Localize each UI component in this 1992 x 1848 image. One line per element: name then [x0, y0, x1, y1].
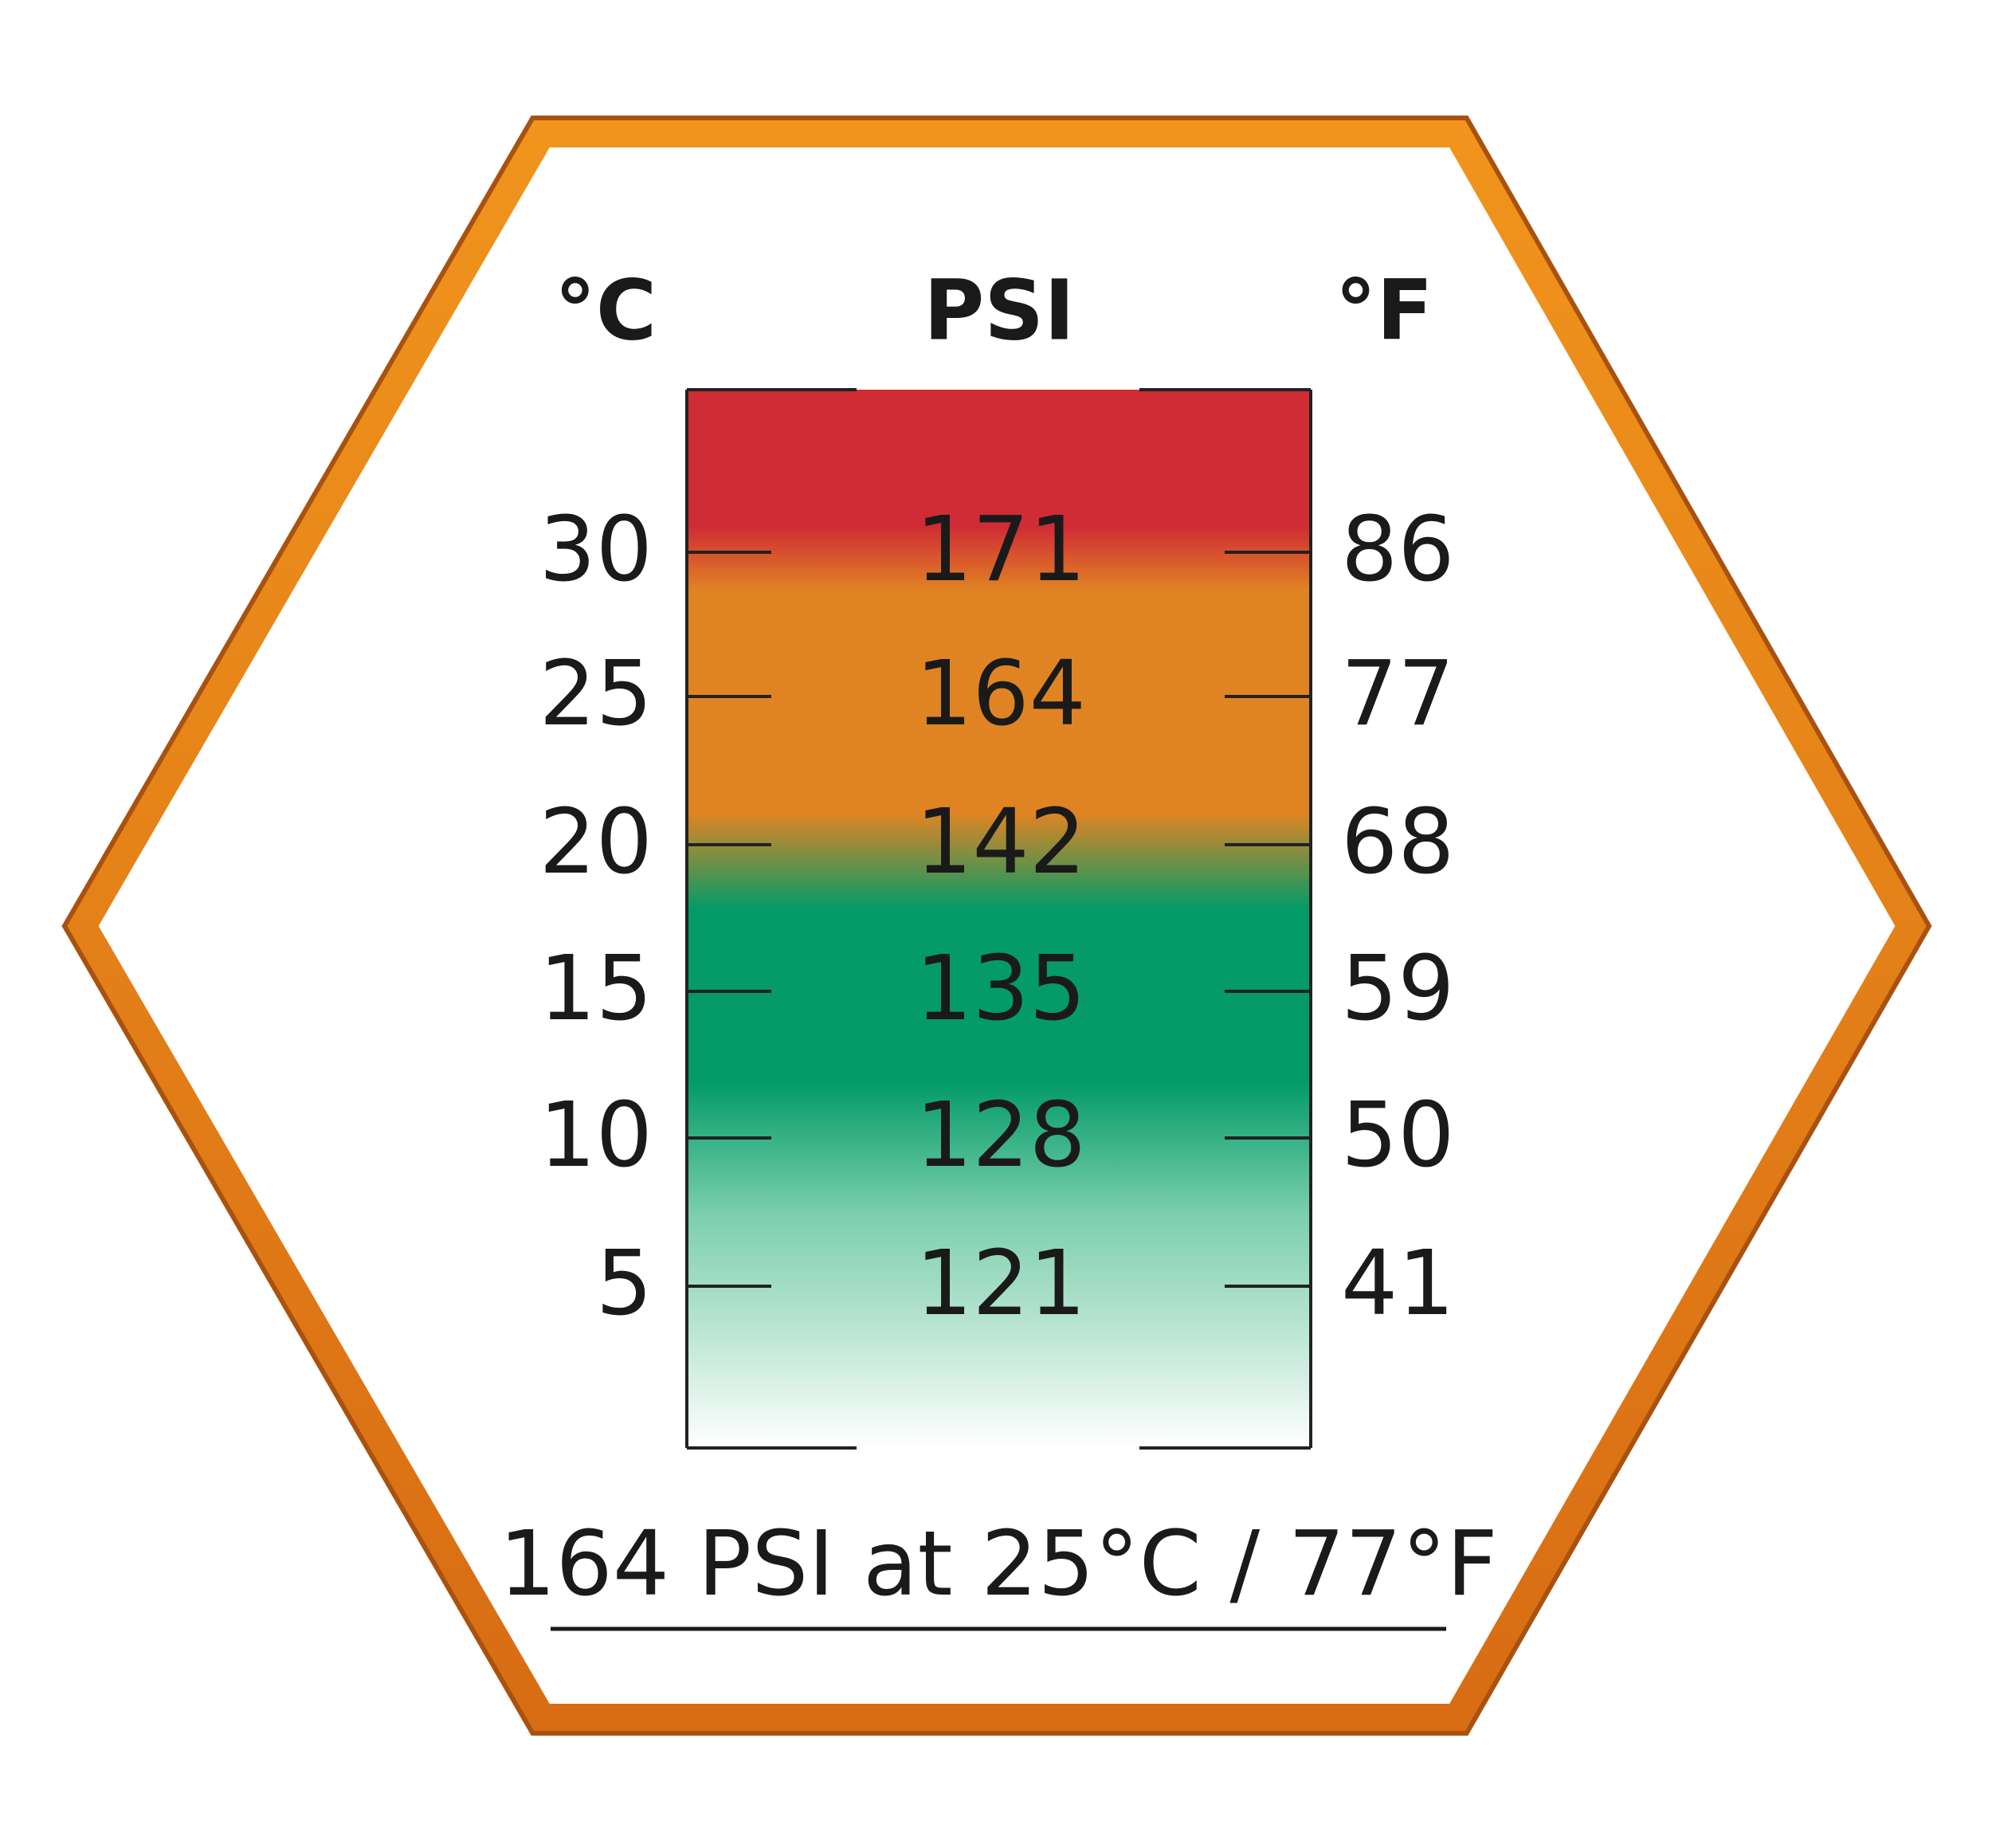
- caption: 164 PSI at 25°C / 77°F: [499, 1513, 1497, 1616]
- fahrenheit-value: 77: [1341, 642, 1455, 746]
- gauge-band: [687, 390, 1311, 1448]
- celsius-value: 15: [539, 937, 653, 1041]
- psi-value: 171: [916, 498, 1086, 602]
- fahrenheit-value: 41: [1341, 1232, 1455, 1336]
- gauge-border: [685, 388, 1312, 1450]
- psi-value: 164: [916, 642, 1086, 746]
- celsius-value: 10: [539, 1084, 653, 1187]
- fahrenheit-header: °F: [1335, 261, 1433, 359]
- celsius-value: 30: [539, 498, 653, 602]
- fahrenheit-value: 68: [1341, 791, 1455, 894]
- celsius-value: 25: [539, 642, 653, 746]
- celsius-header: °C: [555, 261, 657, 359]
- celsius-value: 5: [596, 1232, 653, 1336]
- fahrenheit-value: 59: [1341, 937, 1455, 1041]
- psi-value: 135: [916, 937, 1086, 1041]
- fahrenheit-value: 86: [1341, 498, 1455, 602]
- psi-value: 128: [916, 1084, 1086, 1187]
- fahrenheit-value: 50: [1341, 1084, 1455, 1187]
- psi-value: 142: [916, 791, 1086, 894]
- celsius-value: 20: [539, 791, 653, 894]
- rows: 30 171 86 25 164 77 20 142 68 15 135 59 10 128 50 5 121 4…: [539, 498, 1454, 1336]
- psi-value: 121: [916, 1232, 1086, 1336]
- psi-header: PSI: [923, 261, 1075, 359]
